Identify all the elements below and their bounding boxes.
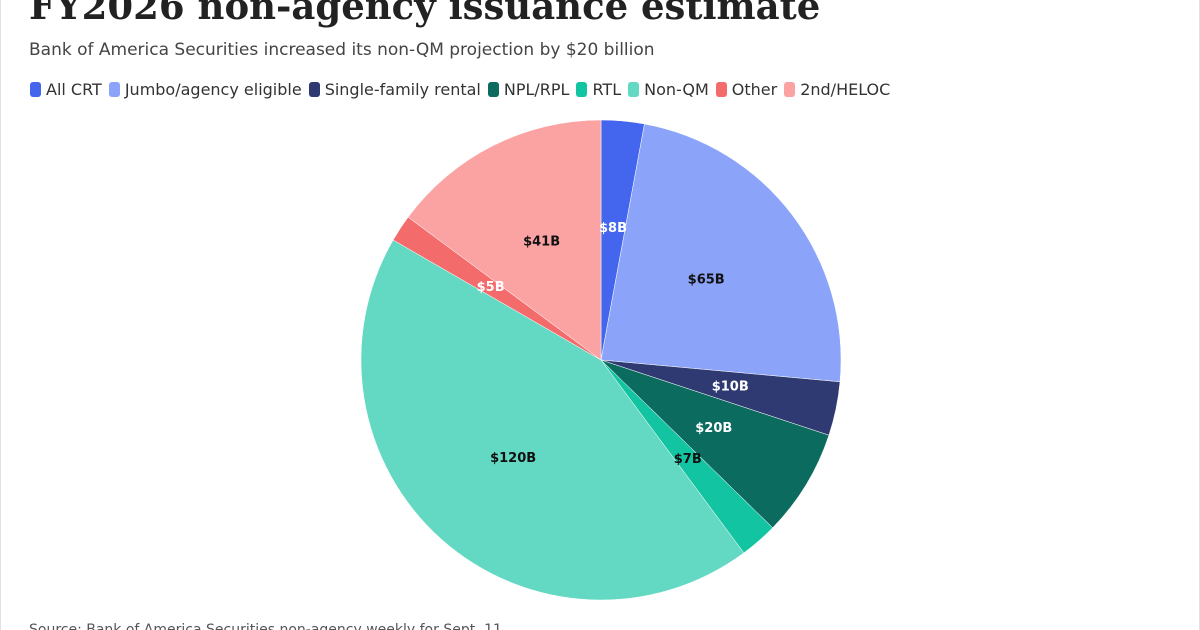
legend-label: 2nd/HELOC: [800, 79, 891, 99]
slice-label-npl-rpl: $20B: [695, 421, 732, 436]
legend-item-2nd-heloc: 2nd/HELOC: [784, 80, 890, 99]
legend-label: NPL/RPL: [503, 79, 570, 99]
pie-slice-jumbo-agency-eligible: [600, 123, 842, 383]
chart-subtitle: Bank of America Securities increased its…: [29, 40, 655, 60]
legend-item-rtl: RTL: [576, 80, 621, 99]
chart-title: FY2026 non-agency issuance estimate: [29, 0, 821, 28]
pie-slice-npl-rpl: [600, 359, 830, 529]
legend-item-other: Other: [715, 79, 778, 99]
legend-label: Jumbo/agency eligible: [124, 79, 302, 99]
slice-label-rtl: $7B: [674, 452, 702, 467]
legend-item-single-family-rental: Single-family rental: [308, 79, 481, 99]
legend-label: Other: [731, 79, 778, 99]
slice-label-other: $5B: [477, 280, 505, 295]
slice-label-non-qm: $120B: [490, 451, 536, 466]
legend-swatch: [108, 81, 120, 97]
chart-source: Source: Bank of America Securities non-a…: [29, 622, 502, 630]
legend-label: Non-QM: [644, 79, 709, 99]
legend-swatch: [784, 81, 796, 97]
legend-swatch: [30, 81, 41, 97]
slice-label-2nd-heloc: $41B: [523, 235, 560, 250]
legend-item-jumbo-agency-eligible: Jumbo/agency eligible: [108, 79, 302, 99]
slice-label-single-family-rental: $10B: [712, 379, 749, 394]
legend-item-npl-rpl: NPL/RPL: [487, 79, 570, 99]
legend-swatch: [628, 81, 640, 97]
legend-label: RTL: [592, 79, 622, 99]
legend-label: All CRT: [46, 79, 102, 99]
slice-label-jumbo-agency-eligible: $65B: [688, 273, 725, 288]
legend-swatch: [487, 81, 499, 97]
legend-swatch: [308, 81, 320, 97]
legend-swatch: [576, 81, 588, 97]
chart-legend: All CRT Jumbo/agency eligible Single-famil…: [30, 78, 897, 100]
slice-label-all-crt: $8B: [599, 221, 627, 236]
legend-item-all-crt: All CRT: [30, 80, 102, 99]
pie-slice-2nd-heloc: [407, 119, 602, 361]
pie-slice-non-qm: [360, 239, 745, 601]
legend-item-non-qm: Non-QM: [628, 80, 709, 99]
legend-label: Single-family rental: [324, 79, 481, 99]
legend-swatch: [715, 81, 727, 97]
